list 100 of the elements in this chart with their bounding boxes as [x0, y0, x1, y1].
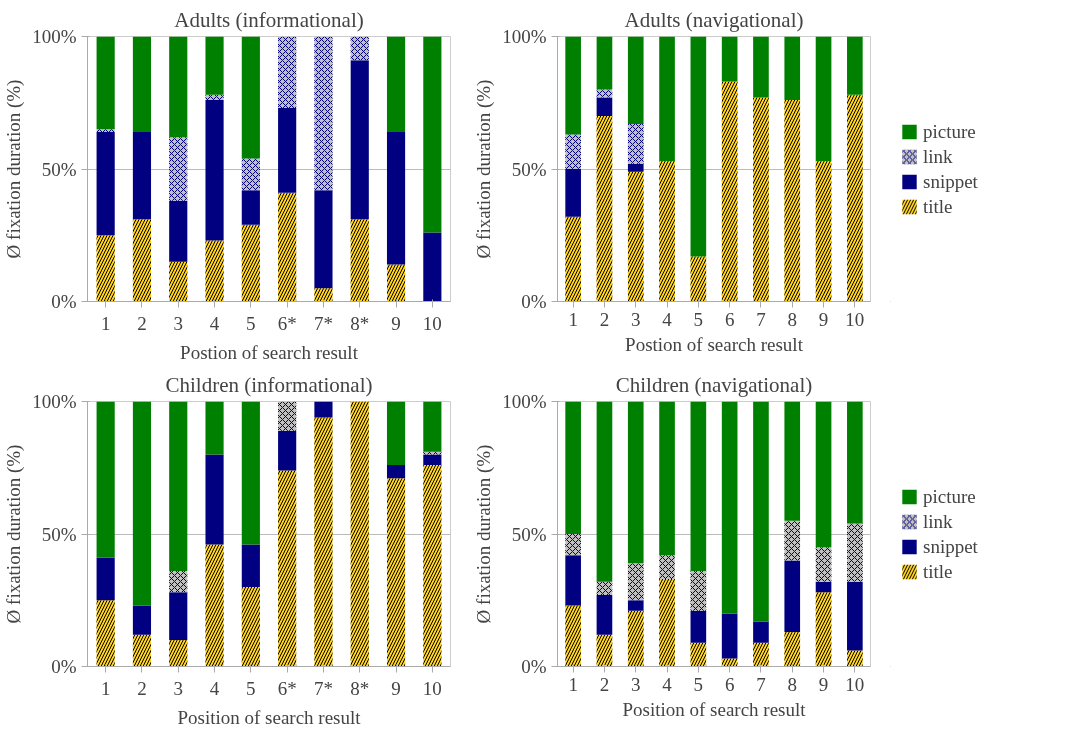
bar [132, 36, 152, 132]
bar [627, 600, 644, 611]
x-tick-label: 8* [350, 677, 370, 699]
chart-title: Children (navigational) [615, 372, 813, 397]
bar [132, 605, 152, 635]
bar [278, 108, 297, 193]
bar [815, 36, 832, 162]
bar [132, 131, 152, 220]
x-tick-label: 7 [756, 308, 766, 330]
bar [596, 401, 613, 582]
x-tick-label: 10 [422, 677, 442, 699]
bar [784, 560, 801, 633]
bar [241, 544, 260, 587]
x-tick-label: 9 [391, 677, 401, 699]
bar [169, 36, 188, 138]
bar [96, 557, 115, 601]
bar [169, 200, 188, 262]
bar [596, 97, 613, 116]
bar [386, 401, 406, 466]
bar [169, 592, 188, 640]
x-axis-title: Position of search result [177, 706, 362, 728]
bar [784, 36, 801, 101]
legend-label: title [923, 560, 953, 582]
x-tick-label: 1 [100, 312, 111, 334]
x-tick-label: 7 [756, 673, 766, 695]
bar [423, 232, 442, 302]
bar [565, 555, 581, 606]
bar [627, 401, 644, 564]
x-tick-label: 8* [350, 312, 370, 334]
bar [350, 60, 369, 220]
bar [565, 169, 581, 217]
x-tick-label: 10 [845, 308, 865, 330]
y-axis-title: Ø fixation duration (%) [473, 444, 496, 624]
chart-title: Adults (informational) [174, 7, 364, 32]
bar [815, 401, 832, 548]
bar [241, 401, 260, 545]
bar [847, 36, 863, 95]
x-tick-label: 5 [693, 308, 704, 330]
y-axis-title: Ø fixation duration (%) [473, 79, 496, 259]
bar [205, 401, 224, 455]
x-tick-label: 7* [313, 312, 333, 334]
bar [386, 465, 406, 479]
x-tick-label: 4 [209, 677, 220, 699]
x-tick-label: 8 [787, 673, 797, 695]
bar [753, 621, 769, 643]
x-tick-label: 5 [693, 673, 704, 695]
bar [627, 163, 644, 172]
y-tick-label: 0% [51, 291, 77, 312]
x-tick-label: 6* [277, 312, 297, 334]
bar [423, 454, 442, 466]
bar [596, 594, 613, 635]
x-tick-label: 9 [818, 673, 829, 695]
bar [96, 401, 115, 558]
x-tick-label: 6 [724, 673, 735, 695]
bar [721, 613, 738, 659]
x-tick-label: 2 [137, 312, 147, 334]
x-tick-label: 1 [568, 673, 578, 695]
x-tick-label: 2 [599, 673, 610, 695]
y-tick-label: 100% [32, 391, 77, 412]
bar [314, 190, 333, 289]
bar [96, 131, 115, 236]
bar [423, 401, 442, 452]
bar [565, 36, 581, 135]
bar [753, 36, 769, 98]
y-tick-label: 100% [502, 26, 547, 47]
bar [815, 581, 832, 593]
bar [627, 36, 644, 124]
bar [784, 401, 801, 521]
bar [659, 36, 675, 162]
bar [241, 36, 260, 159]
x-tick-label: 3 [631, 673, 641, 695]
bar [596, 36, 613, 90]
x-tick-label: 9 [391, 312, 401, 334]
x-tick-label: 3 [173, 677, 183, 699]
y-axis-title: Ø fixation duration (%) [3, 79, 26, 259]
bar [659, 401, 675, 556]
x-axis-title: Position of search result [622, 698, 807, 720]
bar [753, 401, 769, 622]
x-tick-label: 2 [599, 308, 610, 330]
legend-label: picture [923, 485, 976, 507]
bar [96, 36, 115, 130]
x-tick-label: 9 [818, 308, 829, 330]
bar [205, 454, 224, 545]
x-tick-label: 4 [662, 308, 673, 330]
x-tick-label: 1 [568, 308, 578, 330]
x-tick-label: 6* [277, 677, 297, 699]
x-axis-title: Postion of search result [180, 341, 359, 363]
bar [386, 131, 406, 265]
bar [565, 401, 581, 534]
legend-label: snippet [923, 170, 978, 192]
y-axis-title: Ø fixation duration (%) [3, 444, 26, 624]
bar [278, 430, 297, 471]
x-axis-title: Postion of search result [625, 333, 804, 355]
legend-label: picture [923, 120, 976, 142]
x-tick-label: 8 [787, 308, 797, 330]
legend-label: link [923, 510, 953, 532]
bar [847, 401, 863, 524]
x-tick-label: 1 [100, 677, 111, 699]
legend-label: snippet [923, 535, 978, 557]
bar [169, 401, 188, 572]
